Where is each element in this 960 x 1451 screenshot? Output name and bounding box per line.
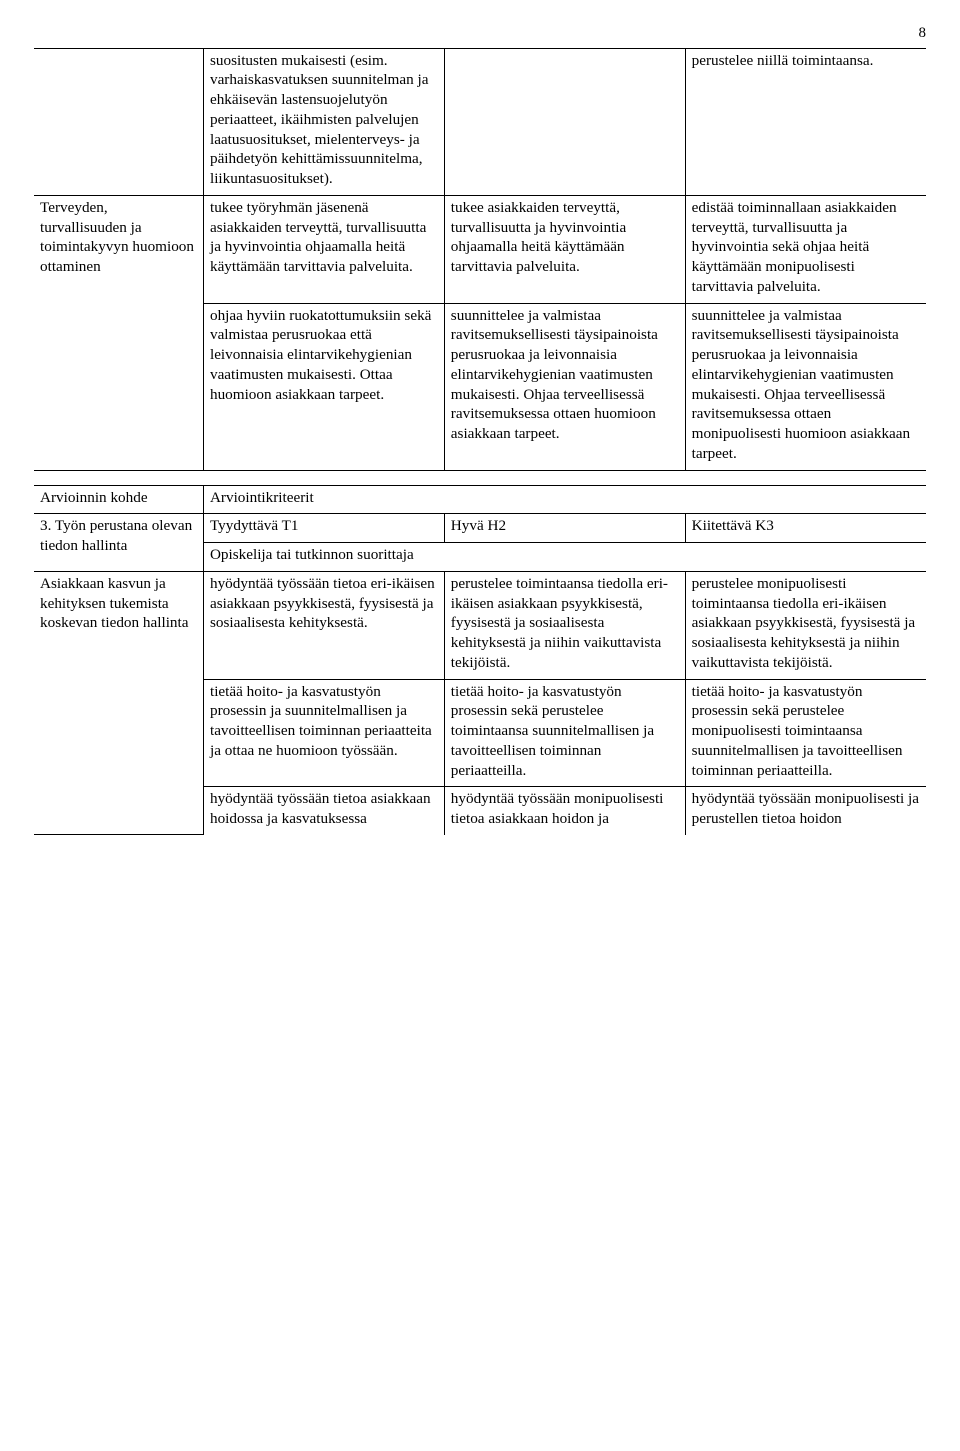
table-2: Arvioinnin kohde Arviointikriteerit 3. T…	[34, 485, 926, 836]
cell-grade-t1: Tyydyttävä T1	[203, 514, 444, 543]
cell-t1: tietää hoito- ja kasvatustyön prosessin …	[203, 679, 444, 787]
spacer	[34, 471, 926, 485]
cell-h2: suunnittelee ja valmistaa ravitsemuksell…	[444, 303, 685, 470]
cell-t1: hyödyntää työssään tietoa asiakkaan hoid…	[203, 787, 444, 835]
table-row: suositusten mukaisesti (esim. varhaiskas…	[34, 48, 926, 195]
table-row: Terveyden, turvallisuuden ja toimintakyv…	[34, 195, 926, 303]
cell-k3: perustelee niillä toimintaansa.	[685, 48, 926, 195]
cell-h2	[444, 48, 685, 195]
table-row: 3. Työn perustana olevan tiedon hallinta…	[34, 514, 926, 543]
page-number: 8	[34, 24, 926, 44]
cell-h2: hyödyntää työssään monipuolisesti tietoa…	[444, 787, 685, 835]
cell-t1: suositusten mukaisesti (esim. varhaiskas…	[203, 48, 444, 195]
cell-header-left: Arvioinnin kohde	[34, 485, 203, 514]
table-1: suositusten mukaisesti (esim. varhaiskas…	[34, 48, 926, 471]
cell-header-right: Arviointikriteerit	[203, 485, 926, 514]
cell-h2: tietää hoito- ja kasvatustyön prosessin …	[444, 679, 685, 787]
cell-h2: tukee asiakkaiden terveyttä, turvallisuu…	[444, 195, 685, 303]
cell-t1: hyödyntää työssään tietoa eri-ikäisen as…	[203, 571, 444, 679]
cell-k3: tietää hoito- ja kasvatustyön prosessin …	[685, 679, 926, 787]
cell-k3: suunnittelee ja valmistaa ravitsemuksell…	[685, 303, 926, 470]
cell-h2: perustelee toimintaansa tiedolla eri-ikä…	[444, 571, 685, 679]
cell-section-label: 3. Työn perustana olevan tiedon hallinta	[34, 514, 203, 572]
cell-k3: perustelee monipuolisesti toimintaansa t…	[685, 571, 926, 679]
cell-grade-h2: Hyvä H2	[444, 514, 685, 543]
cell-t1: tukee työryhmän jäsenenä asiakkaiden ter…	[203, 195, 444, 303]
cell-k3: edistää toiminnallaan asiakkaiden tervey…	[685, 195, 926, 303]
cell-label: Asiakkaan kasvun ja kehityksen tukemista…	[34, 571, 203, 835]
cell-k3: hyödyntää työssään monipuolisesti ja per…	[685, 787, 926, 835]
table-row: Asiakkaan kasvun ja kehityksen tukemista…	[34, 571, 926, 679]
cell-grade-k3: Kiitettävä K3	[685, 514, 926, 543]
table-row: Arvioinnin kohde Arviointikriteerit	[34, 485, 926, 514]
cell-role-note: Opiskelija tai tutkinnon suorittaja	[203, 543, 926, 572]
cell-label: Terveyden, turvallisuuden ja toimintakyv…	[34, 195, 203, 470]
cell-t1: ohjaa hyviin ruokatottumuksiin sekä valm…	[203, 303, 444, 470]
cell-label	[34, 48, 203, 195]
